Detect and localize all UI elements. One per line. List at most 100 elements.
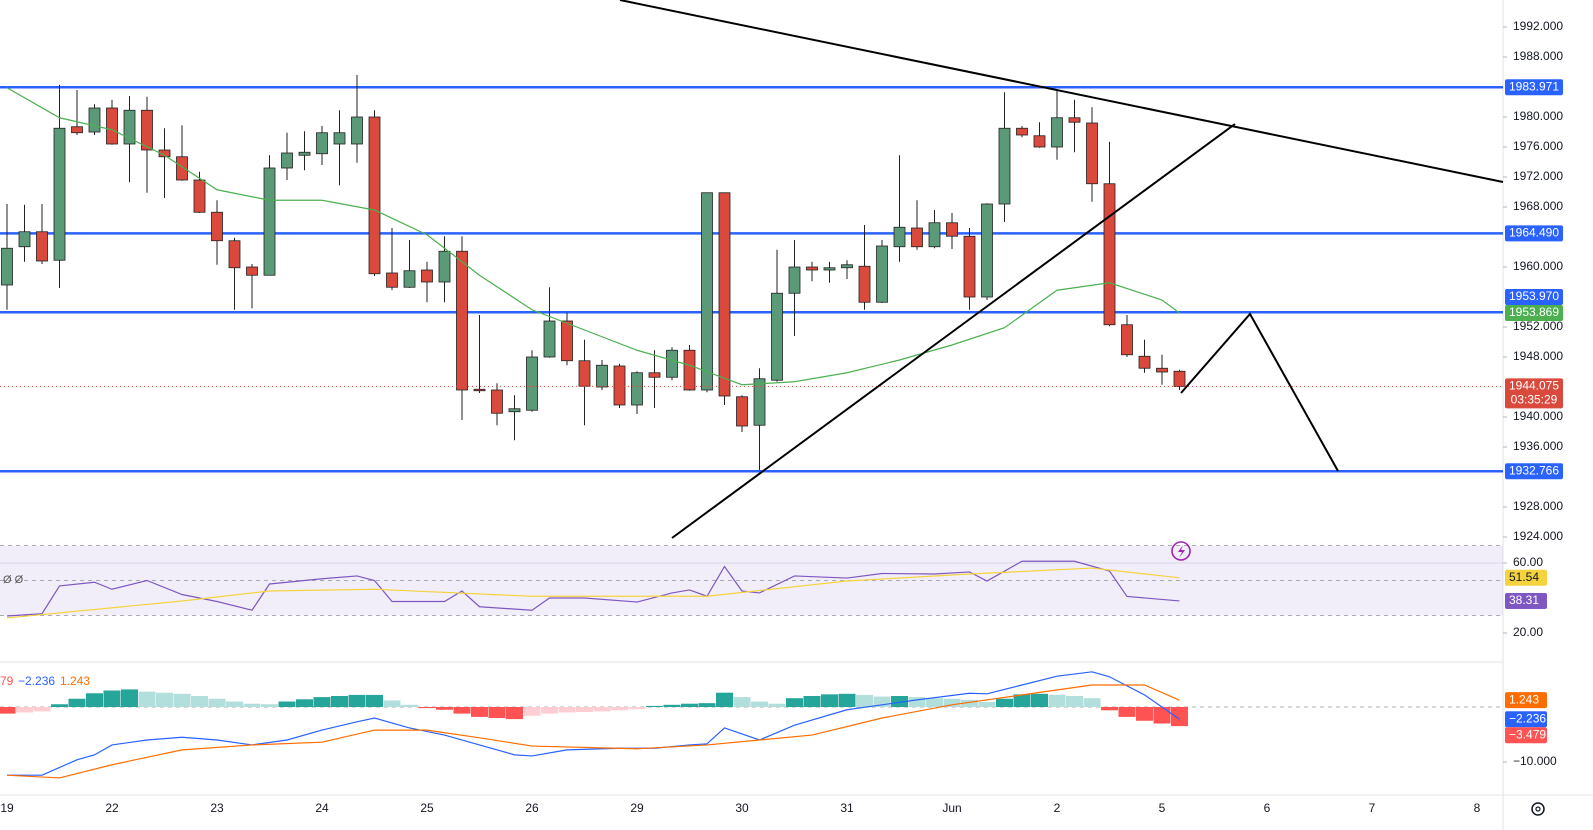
drawings: [619, 0, 1504, 539]
candle-body: [491, 389, 503, 414]
candle-body: [823, 267, 836, 271]
candle-body: [1156, 367, 1168, 373]
candle-body: [683, 349, 696, 391]
macd-histogram-bar: [296, 699, 313, 708]
candle-body: [246, 266, 258, 276]
price-badge: [1505, 378, 1563, 409]
macd-histogram-bar: [173, 693, 191, 708]
macd-histogram-bar: [401, 704, 418, 708]
alert-circle: [1171, 541, 1191, 561]
candle-body: [1016, 127, 1028, 136]
candle-body: [386, 272, 398, 288]
candle-body: [666, 349, 678, 378]
macd-histogram-bar: [1048, 694, 1066, 708]
macd-histogram-bar: [768, 703, 786, 708]
x-tick-label: 24: [315, 801, 329, 815]
countdown: 03:35:29: [1511, 393, 1558, 407]
candle-body: [438, 250, 451, 283]
candle-body: [1033, 135, 1046, 148]
x-tick-label: 8: [1474, 801, 1481, 815]
y-tick-label: 1972.000: [1513, 169, 1563, 183]
macd-histogram-bar: [366, 694, 383, 708]
candle-body: [263, 167, 276, 276]
candle-body: [998, 127, 1011, 205]
price-badge: [1505, 79, 1563, 96]
macd-histogram-bar: [86, 693, 103, 708]
gear: [1531, 802, 1545, 816]
candle-body: [946, 222, 958, 237]
candle-body: [963, 235, 976, 298]
trend-line: [619, 0, 1504, 183]
candle-body: [18, 231, 31, 248]
macd-histogram-bar: [121, 689, 138, 708]
macd-histogram-bar: [436, 707, 453, 710]
macd-histogram-bar: [453, 707, 471, 714]
trend-line: [671, 123, 1236, 539]
macd-badge-label: 1.243: [1509, 692, 1539, 706]
candle-body: [1103, 183, 1116, 326]
macd-histogram-bar: [418, 707, 436, 709]
candle-body: [228, 240, 241, 269]
candle-body: [526, 356, 538, 411]
macd-badge: [1505, 711, 1547, 728]
y-tick-label: 1960.000: [1513, 259, 1563, 273]
macd-histogram-bar: [208, 698, 226, 708]
macd-histogram-bar: [348, 694, 366, 708]
macd-histogram-bar: [593, 707, 611, 712]
candle-body: [88, 107, 101, 133]
macd-histogram-bar: [733, 697, 751, 708]
macd-histogram-bar: [1013, 694, 1031, 708]
candle-body: [508, 408, 521, 413]
candle-body: [893, 226, 906, 248]
candle-body: [648, 372, 661, 378]
macd-badge: [1505, 692, 1547, 709]
macd-histogram-bar: [698, 703, 716, 708]
macd-histogram-bar: [1066, 696, 1083, 708]
rsi-ma-line: [6, 567, 1180, 619]
y-tick-label: 1988.000: [1513, 49, 1563, 63]
candle-body: [928, 222, 941, 248]
macd-histogram-bar: [943, 698, 961, 708]
candle-body: [281, 152, 293, 169]
macd-histogram-bar: [856, 694, 873, 708]
price-badge-label: 1953.869: [1509, 305, 1559, 319]
macd-histogram-bar: [908, 697, 926, 708]
y-tick-label: 20.00: [1513, 625, 1543, 639]
rsi-badge: [1505, 592, 1547, 609]
macd-histogram-bar: [1083, 698, 1101, 708]
alert-icon[interactable]: [1171, 541, 1191, 561]
rsi-badge-label: 51.54: [1509, 570, 1539, 584]
y-tick-label: 1952.000: [1513, 319, 1563, 333]
macd-histogram-bar: [68, 698, 86, 708]
candle-body: [858, 265, 871, 303]
macd-histogram-bar: [891, 696, 908, 708]
candle-body: [613, 365, 626, 406]
y-tick-label: 1940.000: [1513, 409, 1563, 423]
x-tick-label: 7: [1369, 801, 1376, 815]
x-tick-label: 6: [1264, 801, 1271, 815]
candle-body: [158, 149, 171, 158]
macd-histogram-bar: [261, 704, 278, 708]
settings-icon[interactable]: [1531, 802, 1545, 816]
candle-body: [1068, 117, 1081, 123]
candle-body: [141, 109, 153, 151]
macd-histogram-bar: [16, 707, 33, 713]
price-badge-label: 1953.970: [1509, 289, 1559, 303]
macd-histogram-bar: [978, 702, 996, 708]
x-tick-label: 25: [420, 801, 434, 815]
candle-body: [71, 126, 83, 134]
candle-body: [596, 364, 608, 388]
macd-histogram-bar: [821, 694, 838, 708]
x-tick-label: 23: [210, 801, 224, 815]
candle-body: [368, 116, 381, 275]
macd-histogram-bar: [243, 703, 261, 708]
projection-line: [1180, 312, 1339, 472]
macd-histogram-bar: [996, 698, 1013, 708]
x-tick-label: 5: [1159, 801, 1166, 815]
candle-body: [911, 227, 923, 248]
candle-body: [1121, 324, 1133, 356]
candle-body: [543, 320, 556, 358]
candle-body: [788, 266, 801, 294]
